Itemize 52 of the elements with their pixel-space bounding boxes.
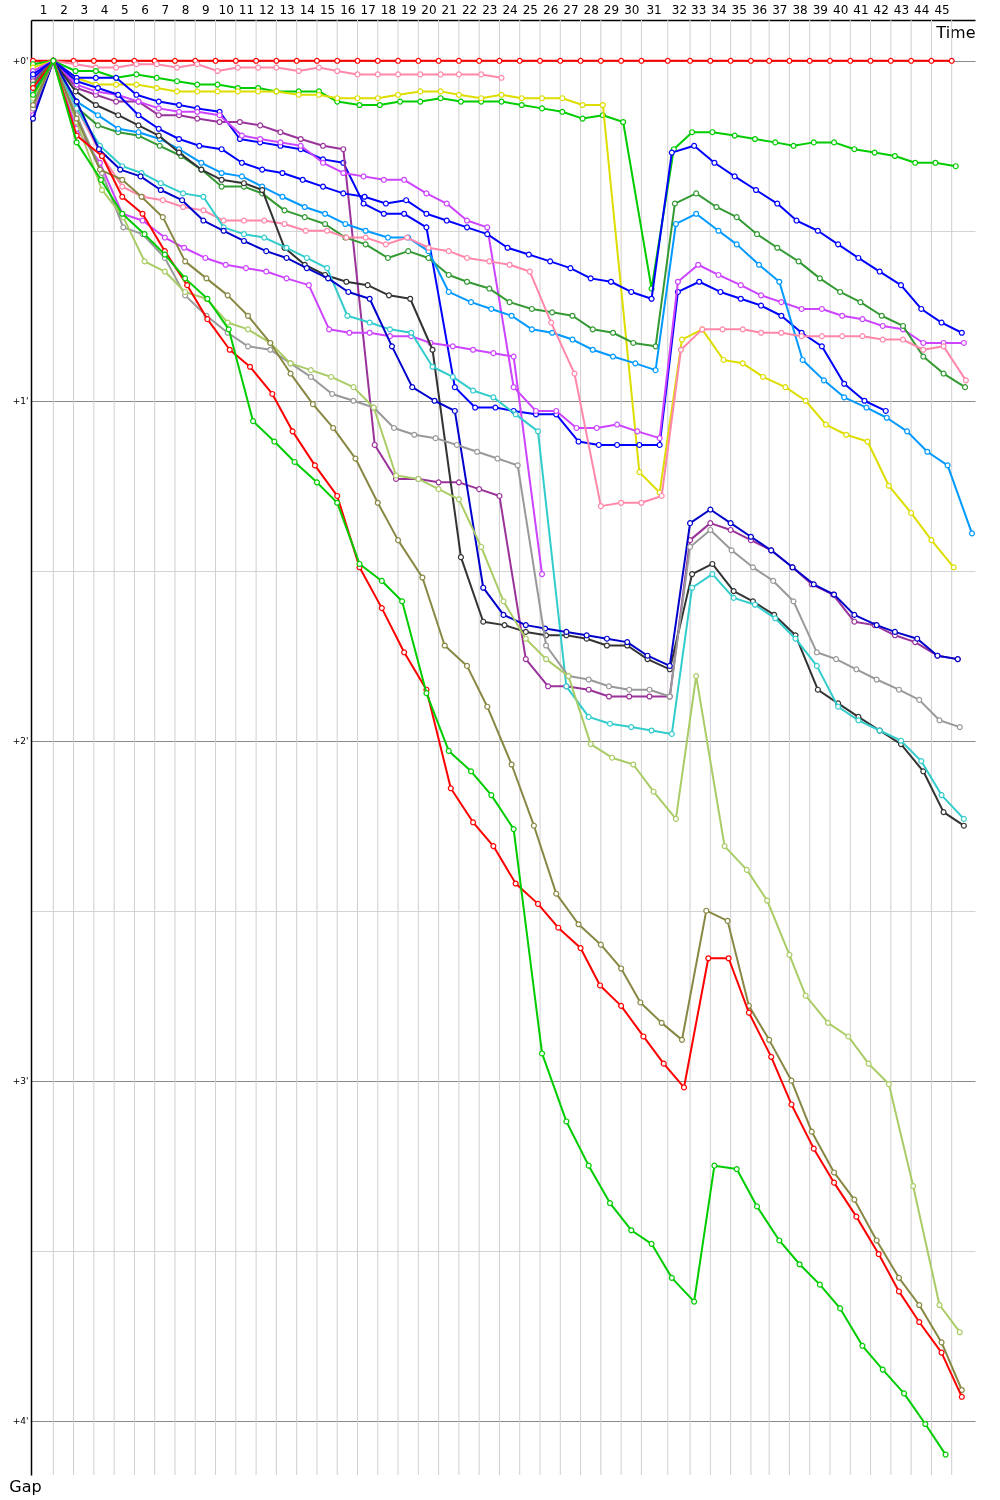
x-tick-label: 1 [39,2,48,17]
x-tick-label: 10 [218,2,234,17]
x-tick-label: 19 [401,2,417,17]
y-tick-label: +4' [12,1416,29,1427]
x-tick-label: 37 [772,2,788,17]
x-tick-label: 35 [731,2,747,17]
x-tick-label: 39 [812,2,828,17]
x-tick-label: 43 [893,2,910,17]
x-tick-label: 18 [380,2,397,17]
x-tick-label: 9 [202,2,210,17]
x-tick-label: 8 [181,2,190,17]
x-tick-label: 30 [624,2,640,17]
x-tick-label: 5 [120,2,129,17]
x-tick-label: 20 [421,2,437,17]
x-tick-label: 26 [543,2,559,17]
x-tick-label: 15 [319,2,336,17]
x-tick-label: 29 [603,2,620,17]
x-tick-label: 17 [360,2,376,17]
x-tick-label: 6 [141,2,149,17]
x-tick-label: 31 [646,2,662,17]
x-tick-label: 21 [441,2,457,17]
x-tick-label: 12 [259,2,275,17]
x-tick-label: 22 [461,2,478,17]
x-tick-label: 28 [583,2,599,17]
x-axis-title: Time [935,22,976,42]
x-tick-label: 11 [238,2,255,17]
x-tick-label: 14 [299,2,315,17]
x-tick-label: 33 [691,2,707,17]
x-tick-label: 4 [100,2,109,17]
x-tick-label: 36 [751,2,768,17]
x-tick-label: 38 [792,2,808,17]
x-tick-label: 24 [502,2,518,17]
x-tick-label: 7 [161,2,170,17]
y-tick-label: +1' [12,396,29,407]
x-tick-label: 25 [522,2,539,17]
x-tick-label: 32 [671,2,688,17]
y-axis-title: Gap [9,1476,42,1496]
x-tick-label: 44 [914,2,930,17]
x-tick-label: 16 [340,2,356,17]
x-tick-label: 42 [873,2,889,17]
x-tick-label: 13 [279,2,295,17]
y-tick-label: +0' [12,56,29,67]
x-tick-label: 41 [853,2,869,17]
x-tick-label: 34 [711,2,727,17]
x-tick-label: 45 [934,2,950,17]
x-tick-label: 27 [563,2,579,17]
y-tick-label: +2' [12,736,29,747]
x-tick-label: 40 [833,2,849,17]
x-tick-label: 3 [80,2,89,17]
x-tick-label: 2 [60,2,68,17]
y-tick-label: +3' [12,1076,29,1087]
x-tick-label: 23 [482,2,498,17]
